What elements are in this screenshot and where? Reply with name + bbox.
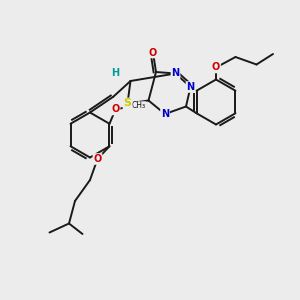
- Text: N: N: [161, 109, 169, 119]
- Text: O: O: [149, 47, 157, 58]
- Text: N: N: [186, 82, 195, 92]
- Text: H: H: [111, 68, 120, 79]
- Text: O: O: [93, 154, 102, 164]
- Text: O: O: [212, 62, 220, 73]
- Text: O: O: [111, 104, 120, 115]
- Text: S: S: [124, 98, 131, 109]
- Text: H: H: [111, 68, 120, 79]
- Text: N: N: [171, 68, 180, 79]
- Text: CH₃: CH₃: [132, 101, 146, 110]
